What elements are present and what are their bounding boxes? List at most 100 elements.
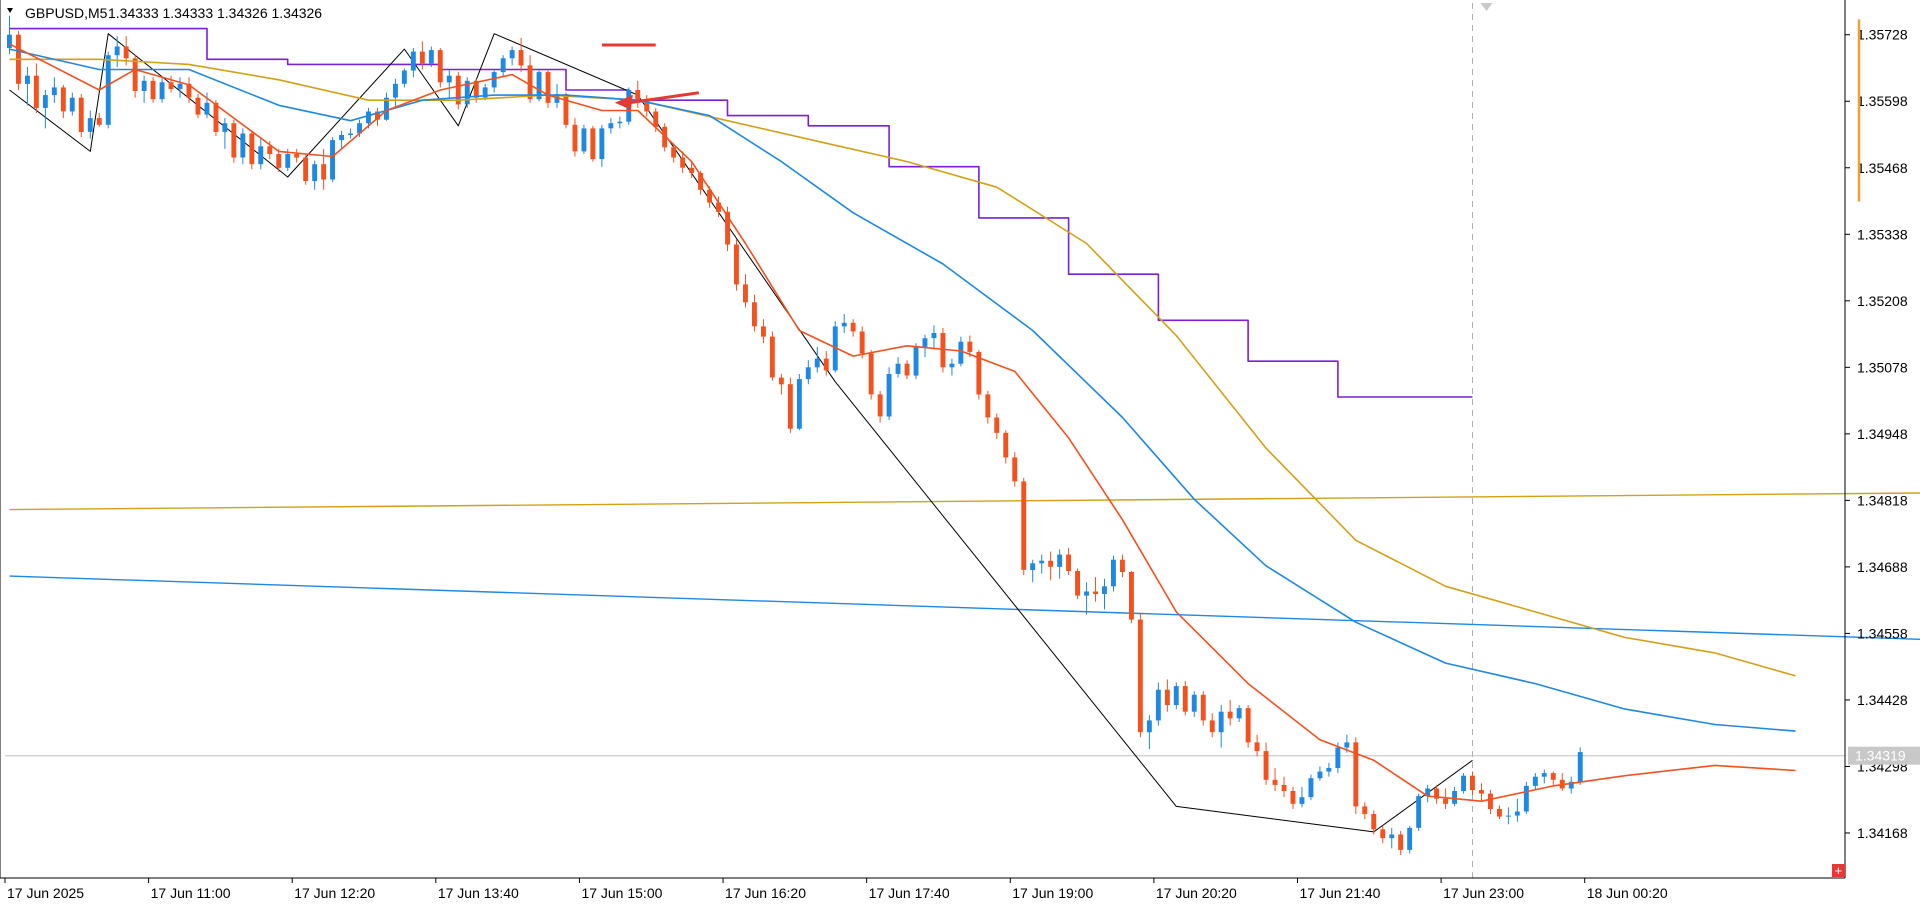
candle-body: [70, 98, 75, 112]
candle-body: [1443, 799, 1448, 804]
candle: [797, 374, 802, 430]
candle-body: [1228, 712, 1233, 719]
candle-body: [1048, 561, 1053, 567]
candle-body: [743, 284, 748, 302]
candle-body: [967, 342, 972, 352]
candle: [887, 367, 892, 420]
candle-body: [1416, 796, 1421, 828]
candle-body: [1030, 563, 1035, 570]
candle-body: [7, 35, 12, 48]
candle: [546, 70, 551, 108]
candle: [1021, 478, 1026, 575]
candle-body: [34, 76, 39, 108]
candle-body: [1138, 620, 1143, 733]
time-tick-label: 17 Jun 21:40: [1299, 885, 1380, 901]
time-tick-label: 17 Jun 12:20: [294, 885, 375, 901]
candle-body: [1174, 686, 1179, 705]
candle: [1461, 773, 1466, 793]
candle-body: [1219, 712, 1224, 733]
candle-body: [1291, 791, 1296, 804]
candle-body: [1551, 773, 1556, 780]
candle: [438, 48, 443, 87]
candle: [330, 137, 335, 182]
time-tick-label: 17 Jun 20:20: [1156, 885, 1237, 901]
price-tick-label: 1.34558: [1857, 625, 1908, 641]
current-price-label: 1.34319: [1855, 748, 1906, 764]
time-tick-label: 17 Jun 15:00: [581, 885, 662, 901]
candle-body: [1578, 752, 1583, 782]
candle: [582, 125, 587, 154]
candle-body: [1533, 777, 1538, 786]
candle: [770, 332, 775, 381]
candle: [151, 77, 156, 103]
candle-body: [1371, 814, 1376, 829]
symbol-timeframe: GBPUSD,M5: [25, 5, 108, 21]
candle-body: [438, 50, 443, 82]
candle-body: [1192, 695, 1197, 712]
candle-body: [420, 52, 425, 64]
candle: [1129, 571, 1134, 623]
candle-body: [205, 103, 210, 115]
candle-body: [1039, 561, 1044, 564]
time-tick-label: 17 Jun 13:40: [438, 885, 519, 901]
candle-body: [564, 94, 569, 125]
candle-body: [1264, 751, 1269, 780]
candle: [564, 93, 569, 129]
plus-icon: +: [1835, 863, 1843, 878]
candle: [16, 31, 21, 90]
candle-body: [590, 128, 595, 159]
candle-body: [402, 71, 407, 84]
candle-body: [429, 50, 434, 63]
candle-body: [1210, 720, 1215, 732]
candle: [1201, 691, 1206, 725]
candle-body: [1309, 778, 1314, 797]
candle-body: [1524, 786, 1529, 812]
candle-body: [366, 112, 371, 124]
time-tick-label: 18 Jun 00:20: [1587, 885, 1668, 901]
candle-body: [1380, 829, 1385, 838]
candle-body: [1407, 828, 1412, 850]
candle-body: [169, 82, 174, 89]
candle-body: [25, 76, 30, 84]
candle-body: [1461, 776, 1466, 791]
candle-body: [671, 147, 676, 157]
candle-body: [1075, 571, 1080, 596]
candle: [79, 94, 84, 137]
candle-body: [878, 394, 883, 416]
candle-body: [905, 364, 910, 376]
candle-body: [519, 50, 524, 65]
candle: [106, 52, 111, 129]
candle-body: [1479, 790, 1484, 794]
candle-body: [1093, 592, 1098, 595]
candle-body: [124, 47, 129, 59]
candle-body: [240, 134, 245, 158]
candle: [1353, 737, 1358, 814]
candle: [303, 155, 308, 184]
candle: [1416, 794, 1421, 831]
candle-body: [689, 168, 694, 173]
candle-body: [1102, 586, 1107, 594]
price-tick-label: 1.35728: [1857, 27, 1908, 43]
candle-body: [869, 354, 874, 395]
candle-body: [43, 95, 48, 108]
candle: [465, 77, 470, 108]
price-tick-label: 1.35208: [1857, 293, 1908, 309]
candle: [590, 126, 595, 162]
candle-body: [1012, 457, 1017, 481]
candle-body: [896, 364, 901, 374]
candle-body: [815, 359, 820, 368]
candle-body: [1111, 560, 1116, 587]
candle-body: [1452, 791, 1457, 804]
candle-body: [276, 154, 281, 168]
candle-body: [1488, 794, 1493, 809]
candle-body: [79, 98, 84, 132]
candle-body: [1515, 812, 1520, 816]
candle: [869, 350, 874, 400]
candle: [1578, 748, 1583, 785]
candle-body: [653, 112, 658, 127]
candle-body: [393, 84, 398, 98]
candle-body: [851, 323, 856, 332]
price-tick-label: 1.35338: [1857, 226, 1908, 242]
